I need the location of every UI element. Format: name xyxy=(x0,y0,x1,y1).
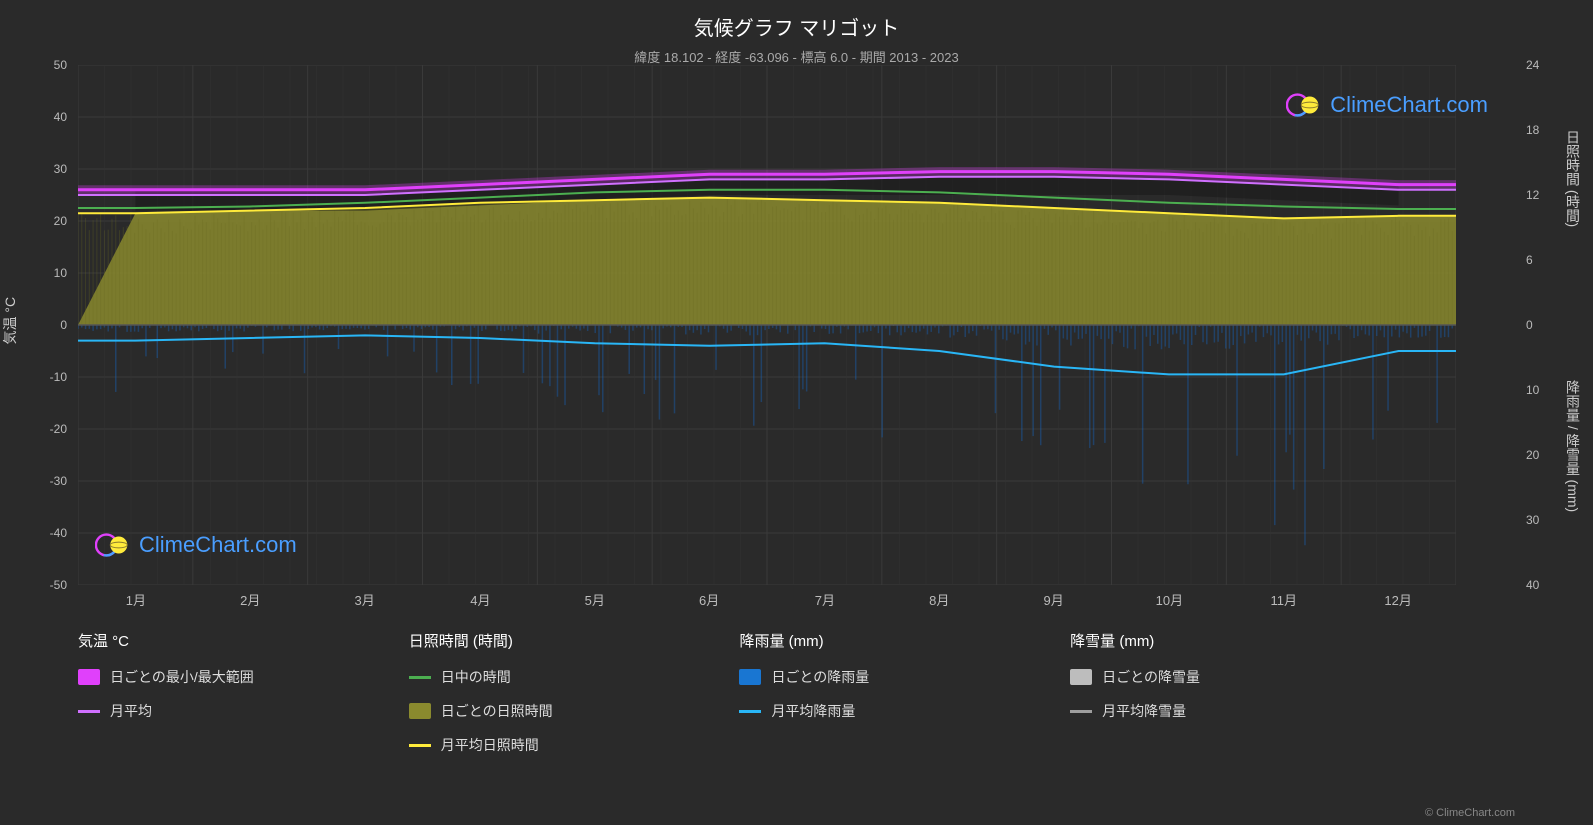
legend-swatch-icon xyxy=(739,669,761,685)
logo-icon xyxy=(95,530,133,560)
chart-title: 気候グラフ マリゴット xyxy=(0,0,1593,41)
legend-title: 降雪量 (mm) xyxy=(1070,630,1401,651)
legend-line-icon xyxy=(78,710,100,713)
legend-line-icon xyxy=(1070,710,1092,713)
chart-subtitle: 緯度 18.102 - 経度 -63.096 - 標高 6.0 - 期間 201… xyxy=(0,41,1593,66)
x-tick: 12月 xyxy=(1384,590,1411,609)
legend-title: 降雨量 (mm) xyxy=(739,630,1070,651)
legend-group: 降雪量 (mm) 日ごとの降雪量月平均降雪量 xyxy=(1070,630,1401,735)
y-tick-right: 6 xyxy=(1526,253,1533,267)
watermark-top: ClimeChart.com xyxy=(1286,90,1488,120)
y-tick-left: -30 xyxy=(50,474,67,488)
chart-svg xyxy=(78,65,1456,585)
legend-label: 日ごとの日照時間 xyxy=(441,701,553,721)
legend-label: 日ごとの降雪量 xyxy=(1102,667,1200,687)
x-tick: 2月 xyxy=(240,590,260,609)
x-tick: 6月 xyxy=(699,590,719,609)
y-tick-right: 0 xyxy=(1526,318,1533,332)
legend-group: 気温 °C 日ごとの最小/最大範囲月平均 xyxy=(78,630,409,735)
legend-item: 月平均降雨量 xyxy=(739,701,1070,721)
legend-label: 日中の時間 xyxy=(441,667,511,687)
watermark-text: ClimeChart.com xyxy=(1330,92,1488,118)
legend-label: 月平均降雨量 xyxy=(771,701,855,721)
y-tick-left: -50 xyxy=(50,578,67,592)
legend-title: 日照時間 (時間) xyxy=(409,630,740,651)
x-tick: 9月 xyxy=(1043,590,1063,609)
legend-swatch-icon xyxy=(78,669,100,685)
y-tick-right: 18 xyxy=(1526,123,1539,137)
legend-line-icon xyxy=(409,744,431,747)
legend-label: 月平均 xyxy=(110,701,152,721)
x-tick: 3月 xyxy=(354,590,374,609)
y-tick-left: 40 xyxy=(54,110,67,124)
y-tick-left: -10 xyxy=(50,370,67,384)
legend-line-icon xyxy=(409,676,431,679)
x-tick: 4月 xyxy=(470,590,490,609)
y-tick-left: -40 xyxy=(50,526,67,540)
legend-label: 月平均降雪量 xyxy=(1102,701,1186,721)
legend-swatch-icon xyxy=(1070,669,1092,685)
y-axis-left: 50403020100-10-20-30-40-50 xyxy=(0,65,75,585)
y-tick-left: 10 xyxy=(54,266,67,280)
y-axis-right: 2418126010203040 xyxy=(1518,65,1593,585)
watermark-bottom: ClimeChart.com xyxy=(95,530,297,560)
y-tick-left: 20 xyxy=(54,214,67,228)
x-tick: 7月 xyxy=(815,590,835,609)
y-tick-right: 24 xyxy=(1526,58,1539,72)
legend-item: 日ごとの降雨量 xyxy=(739,667,1070,687)
logo-icon xyxy=(1286,90,1324,120)
y-tick-right: 40 xyxy=(1526,578,1539,592)
x-axis: 1月 2月 3月 4月 5月 6月 7月 8月 9月 10月 11月 12月 xyxy=(78,590,1456,620)
legend-item: 月平均 xyxy=(78,701,409,721)
legend-label: 月平均日照時間 xyxy=(441,735,539,755)
legend: 気温 °C 日ごとの最小/最大範囲月平均 日照時間 (時間) 日中の時間日ごとの日照時… xyxy=(78,630,1456,769)
legend-item: 日ごとの降雪量 xyxy=(1070,667,1401,687)
legend-swatch-icon xyxy=(409,703,431,719)
y-tick-right: 12 xyxy=(1526,188,1539,202)
y-tick-left: 0 xyxy=(60,318,67,332)
legend-label: 日ごとの最小/最大範囲 xyxy=(110,667,254,687)
legend-group: 日照時間 (時間) 日中の時間日ごとの日照時間月平均日照時間 xyxy=(409,630,740,769)
x-tick: 5月 xyxy=(585,590,605,609)
y-tick-right: 10 xyxy=(1526,383,1539,397)
y-tick-left: 50 xyxy=(54,58,67,72)
chart-container: 気候グラフ マリゴット 緯度 18.102 - 経度 -63.096 - 標高 … xyxy=(0,0,1593,825)
plot-area xyxy=(78,65,1456,585)
legend-item: 日中の時間 xyxy=(409,667,740,687)
x-tick: 10月 xyxy=(1156,590,1183,609)
legend-item: 月平均日照時間 xyxy=(409,735,740,755)
legend-label: 日ごとの降雨量 xyxy=(771,667,869,687)
y-tick-left: 30 xyxy=(54,162,67,176)
watermark-text: ClimeChart.com xyxy=(139,532,297,558)
y-tick-left: -20 xyxy=(50,422,67,436)
copyright: © ClimeChart.com xyxy=(1425,807,1515,819)
legend-item: 日ごとの最小/最大範囲 xyxy=(78,667,409,687)
legend-item: 月平均降雪量 xyxy=(1070,701,1401,721)
x-tick: 1月 xyxy=(126,590,146,609)
legend-item: 日ごとの日照時間 xyxy=(409,701,740,721)
legend-line-icon xyxy=(739,710,761,713)
x-tick: 8月 xyxy=(929,590,949,609)
legend-title: 気温 °C xyxy=(78,630,409,651)
y-tick-right: 20 xyxy=(1526,448,1539,462)
y-tick-right: 30 xyxy=(1526,513,1539,527)
legend-group: 降雨量 (mm) 日ごとの降雨量月平均降雨量 xyxy=(739,630,1070,735)
x-tick: 11月 xyxy=(1271,590,1298,609)
